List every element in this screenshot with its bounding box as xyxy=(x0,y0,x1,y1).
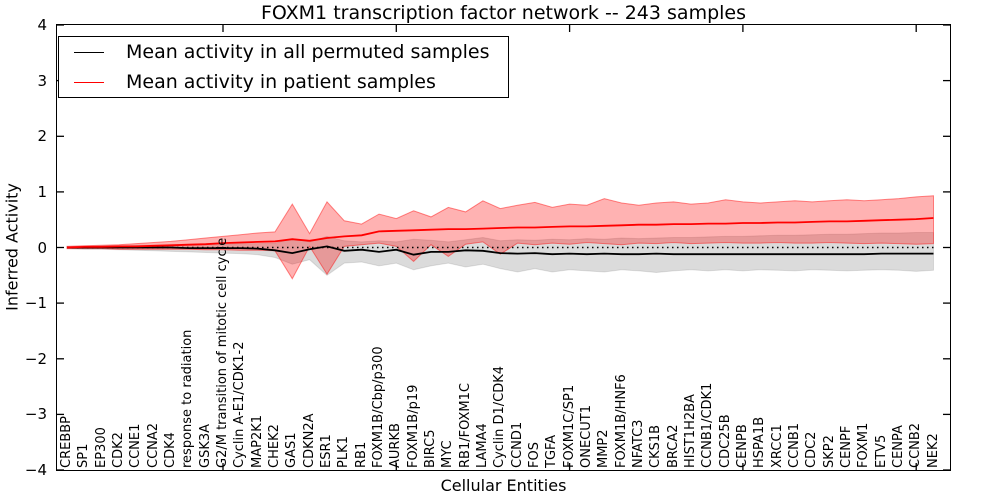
chart-title: FOXM1 transcription factor network -- 24… xyxy=(260,2,747,24)
legend-label: Mean activity in all permuted samples xyxy=(126,41,490,63)
legend-label: Mean activity in patient samples xyxy=(126,71,436,93)
legend-entry-permuted: Mean activity in all permuted samples xyxy=(59,37,508,67)
y-tick-label: −4 xyxy=(24,461,47,479)
y-tick-label: 3 xyxy=(37,71,47,90)
plot-area: CREBBP SP1 EP300 CDK2 CCNE1 CCNA2 CDK4 response… xyxy=(56,24,951,471)
x-axis-label: Cellular Entities xyxy=(440,476,567,495)
y-tick-label: −3 xyxy=(24,405,47,424)
chart-canvas xyxy=(57,25,950,470)
patient-line-sample-icon xyxy=(74,81,104,83)
permuted-line-sample-icon xyxy=(74,51,104,53)
patient-band xyxy=(66,195,934,280)
patient-mean-line xyxy=(66,217,934,249)
y-tick-label: 1 xyxy=(37,182,47,201)
legend-entry-patient: Mean activity in patient samples xyxy=(59,67,508,97)
legend: Mean activity in all permuted samples Me… xyxy=(58,36,509,98)
y-tick-label: −1 xyxy=(24,294,47,313)
permuted-mean-line xyxy=(67,245,934,256)
y-tick-label: 2 xyxy=(37,127,47,146)
y-tick-label: −2 xyxy=(24,349,47,368)
y-tick-label: 4 xyxy=(37,16,47,34)
y-tick-label: 0 xyxy=(37,238,47,257)
